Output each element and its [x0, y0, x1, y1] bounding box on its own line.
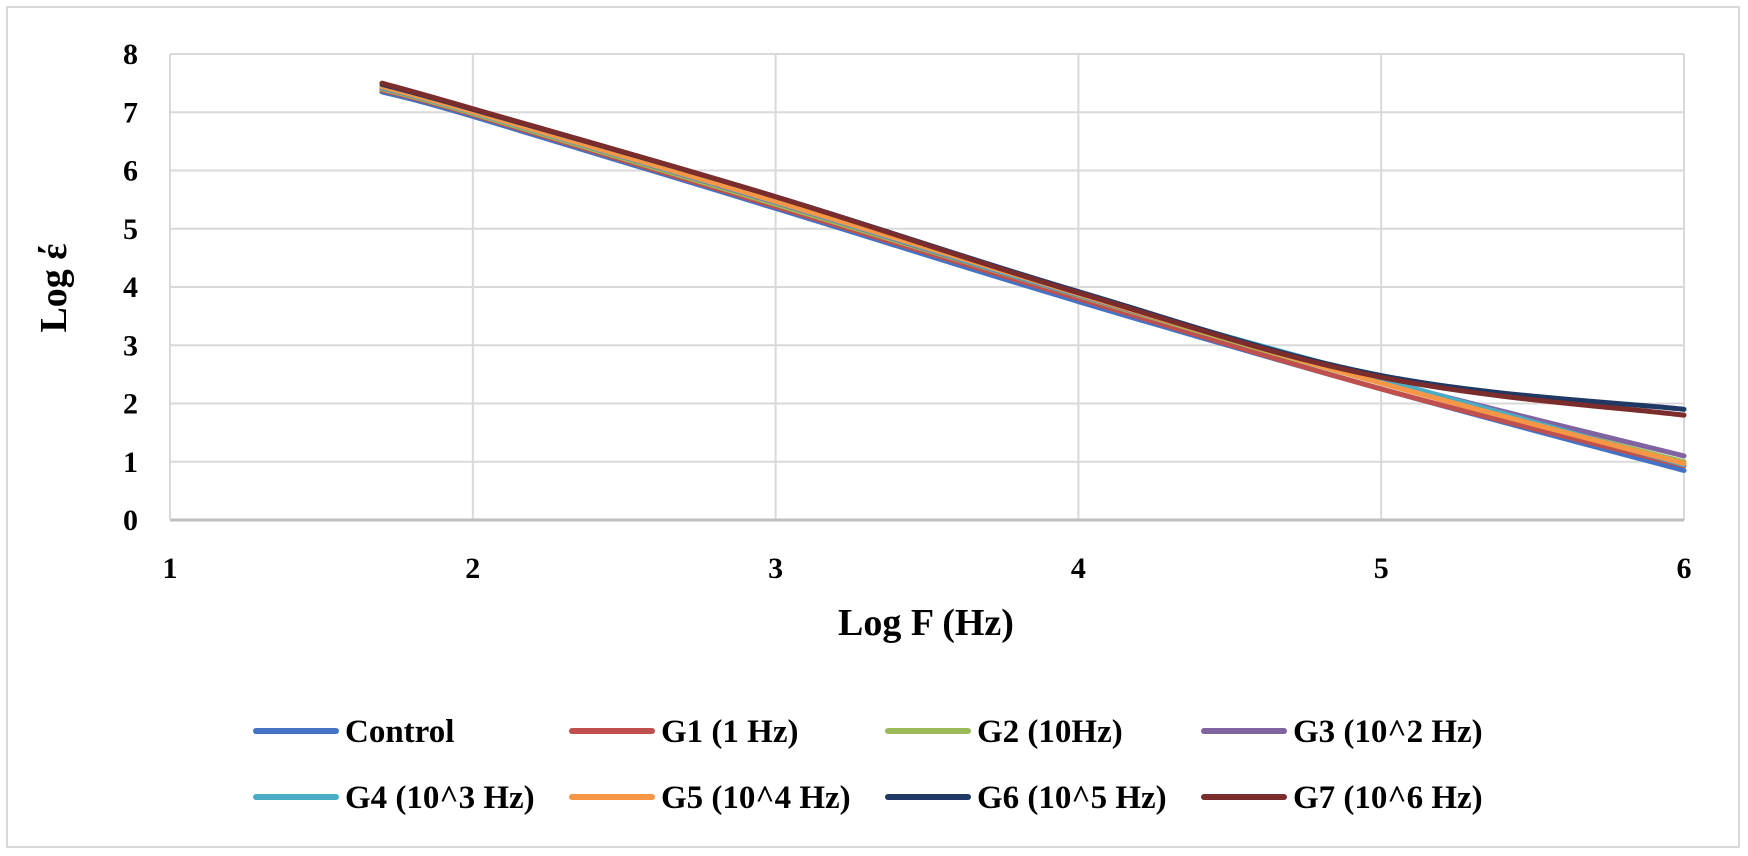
series-lines [379, 80, 1687, 473]
legend-label: G2 (10Hz) [977, 714, 1123, 750]
y-tick-label: 5 [123, 213, 138, 246]
x-tick-label: 5 [1374, 552, 1389, 585]
y-tick-label: 4 [123, 271, 138, 304]
legend-label: G4 (10^3 Hz) [345, 780, 535, 816]
x-tick-label: 6 [1677, 552, 1692, 585]
y-tick-label: 6 [123, 155, 138, 188]
series-line-7 [379, 81, 1687, 412]
x-tick-label: 2 [465, 552, 480, 585]
grid-lines [170, 53, 1685, 520]
y-tick-label: 8 [123, 38, 138, 71]
y-axis-title: Log έ [33, 243, 75, 332]
series-line-8 [379, 80, 1687, 418]
legend-label: G6 (10^5 Hz) [977, 780, 1167, 816]
y-tick-labels: 0 1 2 3 4 5 6 7 8 [123, 38, 138, 537]
y-tick-label: 7 [123, 96, 138, 129]
y-tick-label: 2 [123, 388, 138, 421]
y-tick-label: 1 [123, 446, 138, 479]
y-tick-label: 3 [123, 329, 138, 362]
legend-label: G5 (10^4 Hz) [661, 780, 851, 816]
x-tick-labels: 1 2 3 4 5 6 [163, 552, 1692, 585]
x-tick-label: 4 [1071, 552, 1086, 585]
legend-label: G1 (1 Hz) [661, 714, 798, 750]
legend-label: G3 (10^2 Hz) [1293, 714, 1483, 750]
y-tick-label: 0 [123, 504, 138, 537]
chart-frame [6, 6, 1740, 848]
x-axis-title: Log F (Hz) [838, 602, 1014, 644]
x-tick-label: 1 [163, 552, 178, 585]
legend-label: G7 (10^6 Hz) [1293, 780, 1483, 816]
legend-label: Control [345, 714, 454, 750]
x-tick-label: 3 [768, 552, 783, 585]
legend: Control G1 (1 Hz) G2 (10Hz) G3 (10^2 Hz) G4 … [253, 714, 1483, 816]
axes [169, 54, 1684, 522]
